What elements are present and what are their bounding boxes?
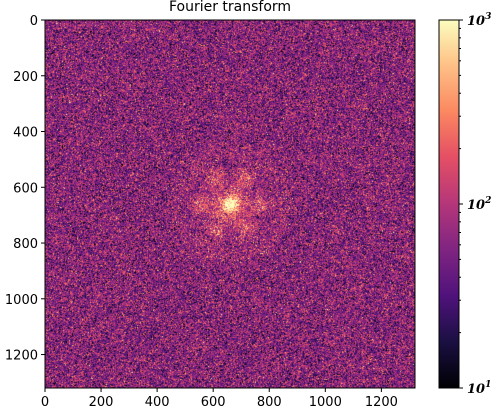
- colorbar-tick-base: 10: [467, 382, 485, 397]
- colorbar-tick-base: 10: [467, 14, 485, 29]
- x-tick-label: 1000: [309, 395, 342, 410]
- colorbar-tick-exponent: 3: [485, 12, 491, 22]
- x-tick-label: 200: [89, 395, 114, 410]
- colorbar-tick-exponent: 2: [484, 196, 491, 206]
- colorbar-tick-exponent: 1: [485, 380, 491, 390]
- y-tick-label: 600: [13, 181, 38, 196]
- colorbar-tick-label: 101: [467, 380, 491, 397]
- y-tick-label: 800: [13, 237, 38, 252]
- x-tick-label: 600: [201, 395, 226, 410]
- y-tick-label: 200: [13, 70, 38, 85]
- chart-title: Fourier transform: [169, 0, 291, 15]
- colorbar-gradient: [438, 19, 460, 389]
- x-tick-label: 0: [41, 395, 49, 410]
- x-axis: 0 200 400 600 800 1000 1200: [41, 388, 398, 410]
- colorbar-tick-label: 103: [467, 12, 491, 29]
- colorbar-tick-label: 102: [467, 196, 491, 213]
- plot-frame: [44, 19, 416, 389]
- x-tick-label: 800: [257, 395, 282, 410]
- colorbar-tick-base: 10: [467, 198, 485, 213]
- heatmap-image: [45, 20, 415, 388]
- y-tick-label: 1200: [5, 349, 38, 364]
- y-tick-label: 0: [30, 14, 38, 29]
- y-tick-label: 400: [13, 126, 38, 141]
- y-axis: 0 200 400 600 800 1000 1200: [5, 14, 45, 364]
- x-tick-label: 400: [145, 395, 170, 410]
- y-tick-label: 1000: [5, 293, 38, 308]
- x-tick-label: 1200: [365, 395, 398, 410]
